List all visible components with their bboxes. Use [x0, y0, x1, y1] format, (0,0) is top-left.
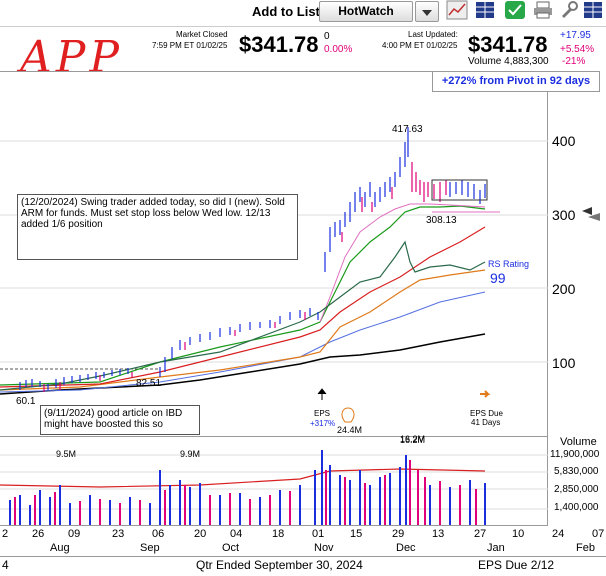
volume-chart-frame: [0, 436, 548, 526]
date-tick: 09: [68, 528, 81, 540]
quarter-center: Qtr Ended September 30, 2024: [196, 558, 363, 572]
month-label: Oct: [222, 542, 240, 554]
base-box: [431, 179, 488, 201]
date-tick: 2: [2, 528, 9, 540]
market-status: Market Closed: [176, 30, 228, 39]
print-icon[interactable]: [532, 0, 554, 20]
eps-due-label: EPS Due: [470, 409, 503, 418]
date-tick: 18: [272, 528, 285, 540]
volume-axis-0: 11,900,000: [550, 449, 600, 460]
vol-peak-4: 16.2M: [400, 437, 425, 445]
low-aug-label: 60.1: [16, 396, 36, 407]
eps-due-arrow-icon: [480, 390, 491, 398]
date-tick: 06: [152, 528, 165, 540]
volume-label: Volume 4,883,300: [468, 56, 549, 67]
quarter-row: 4 Qtr Ended September 30, 2024 EPS Due 2…: [0, 558, 606, 574]
layout-icon[interactable]: [582, 0, 604, 20]
month-labels: Aug Sep Oct Nov Dec Jan Feb: [0, 542, 606, 556]
date-tick: 13: [432, 528, 445, 540]
date-tick: 24: [552, 528, 565, 540]
change-left: 0: [324, 31, 330, 42]
date-tick: 01: [312, 528, 325, 540]
vol-peak-1: 9.5M: [56, 449, 76, 459]
handwritten-ticker: APP: [20, 32, 123, 83]
month-label: Jan: [487, 542, 505, 554]
vol-peak-3-label: 24.4M: [337, 425, 363, 435]
month-label: Dec: [396, 542, 416, 554]
high-label: 417.63: [392, 124, 423, 135]
date-tick: 26: [32, 528, 45, 540]
bottom-divider: [0, 556, 606, 557]
date-tick: 20: [194, 528, 207, 540]
market-time: 7:59 PM ET 01/02/25: [152, 41, 228, 50]
last-updated-label: Last Updated:: [408, 30, 458, 39]
date-ticks: 2 26 09 23 06 20 04 18 01 15 29 13 27 10…: [0, 528, 606, 542]
pivot-low-label: 82.51: [136, 378, 161, 389]
alert-icon[interactable]: [504, 0, 526, 20]
date-tick: 04: [230, 528, 243, 540]
vol-peak-2: 9.9M: [180, 449, 200, 459]
change-right-pct: +5.54%: [560, 44, 595, 55]
rs-line: [0, 240, 486, 391]
volume-axis-2: 2,850,000: [554, 484, 599, 495]
date-tick: 27: [474, 528, 487, 540]
date-tick: 10: [512, 528, 525, 540]
event-marker-icon: [341, 407, 355, 423]
price-axis-300: 300: [552, 207, 576, 223]
low-recent-label: 308.13: [426, 215, 457, 226]
table-icon[interactable]: [474, 0, 496, 20]
month-label: Feb: [576, 542, 595, 554]
date-tick: 29: [392, 528, 405, 540]
pivot-note: +272% from Pivot in 92 days: [432, 71, 600, 92]
rs-rating-label: RS Rating: [488, 259, 529, 269]
volume-axis-3: 1,400,000: [554, 502, 599, 513]
tools-icon[interactable]: [558, 0, 580, 20]
date-tick: 23: [112, 528, 125, 540]
note-ibd-article: (9/11/2024) good article on IBD might ha…: [40, 405, 200, 435]
eps-arrow-icon: [317, 388, 327, 400]
header-divider: [0, 26, 606, 27]
change-left-pct: 0.00%: [324, 44, 353, 55]
chart-icon[interactable]: [446, 0, 468, 20]
ma-green: [0, 205, 486, 386]
quarter-right: EPS Due 2/12: [478, 558, 555, 572]
note-swing-trade: (12/20/2024) Swing trader added today, s…: [17, 194, 298, 260]
date-tick: 15: [350, 528, 363, 540]
toolbar: Add to List: HotWatch: [0, 0, 606, 24]
list-select[interactable]: HotWatch: [319, 1, 413, 22]
volume-axis-1: 5,830,000: [554, 466, 599, 477]
price-left: $341.78: [239, 32, 319, 57]
last-updated-time: 4:00 PM ET 01/02/25: [382, 41, 458, 50]
rs-rating-value: 99: [490, 270, 506, 286]
price-axis-100: 100: [552, 355, 576, 371]
ma-orange: [0, 269, 486, 391]
price-right: $341.78: [468, 32, 548, 57]
vol-peak-4-label: 16.2M: [400, 434, 426, 444]
list-dropdown-button[interactable]: [415, 1, 439, 22]
month-label: Nov: [314, 542, 334, 554]
add-to-list-label: Add to List:: [252, 4, 325, 19]
eps-label: EPS: [314, 409, 330, 418]
pink-line: [319, 203, 486, 323]
eps-due-days: 41 Days: [471, 418, 500, 427]
ma-blue: [0, 291, 486, 393]
volume-chart: 9.5M 9.9M 24.4M 16.2M: [0, 437, 548, 525]
price-bars: [19, 127, 486, 392]
quarter-left: 4: [2, 558, 9, 572]
month-label: Sep: [140, 542, 160, 554]
price-chart-frame: [0, 71, 548, 436]
price-chart: 60.1 82.51 417.63 308.13 RS Rating 99 EP…: [0, 124, 548, 428]
price-axis-200: 200: [552, 281, 576, 297]
ma-red: [0, 226, 486, 388]
month-label: Aug: [50, 542, 70, 554]
price-marker-icons: [582, 207, 600, 221]
change-right: +17.95: [560, 30, 591, 41]
eps-pct: +317%: [310, 419, 335, 428]
date-tick: 07: [592, 528, 605, 540]
volume-change: -21%: [562, 56, 586, 67]
price-axis-400: 400: [552, 133, 576, 149]
volume-axis-title: Volume: [560, 436, 597, 448]
